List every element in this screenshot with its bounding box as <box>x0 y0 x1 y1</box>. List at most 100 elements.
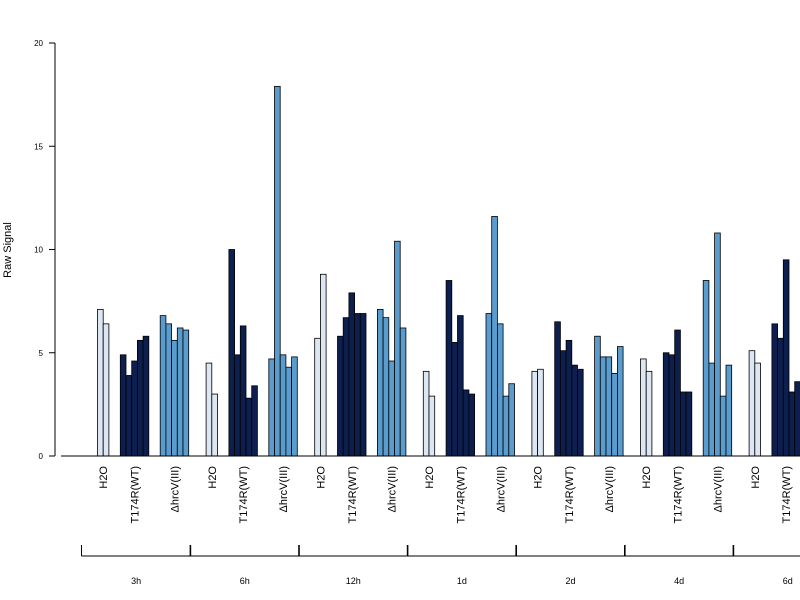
category-label: ΔhrcV(III) <box>278 466 290 512</box>
bar <box>354 313 361 457</box>
bar <box>680 391 687 457</box>
bar <box>205 362 213 457</box>
bar <box>171 339 178 457</box>
bar <box>605 356 613 457</box>
bar <box>788 391 796 457</box>
bar <box>645 370 653 457</box>
bar <box>102 323 110 457</box>
bar <box>685 391 693 457</box>
bar <box>342 317 350 457</box>
bar <box>674 329 681 457</box>
category-label: H2O <box>750 466 762 489</box>
category-label: H2O <box>533 466 545 489</box>
category-label: T174R(WT) <box>238 466 250 523</box>
group-label: 1d <box>457 576 467 586</box>
group-brackets: 3h 6h 12h 1d 2d 4d 6d <box>81 545 800 586</box>
bar <box>594 335 601 457</box>
category-label: T174R(WT) <box>564 466 576 523</box>
y-axis-title: Raw Signal <box>2 222 14 278</box>
bar <box>136 339 144 457</box>
bar <box>599 356 607 457</box>
bar <box>422 370 430 457</box>
bar <box>725 364 733 457</box>
bar <box>537 368 544 457</box>
bar <box>571 364 578 457</box>
bar <box>176 327 184 457</box>
bar <box>359 313 367 457</box>
bar <box>348 292 355 457</box>
category-label: H2O <box>641 466 653 489</box>
bar <box>159 315 167 457</box>
bar <box>376 308 384 457</box>
category-label: ΔhrcV(III) <box>169 466 181 512</box>
bar <box>491 216 498 457</box>
bar <box>285 366 292 457</box>
bar <box>131 360 138 457</box>
bar <box>640 358 647 457</box>
bar <box>445 280 453 457</box>
group-label: 12h <box>346 576 361 586</box>
bar <box>617 346 624 457</box>
bar <box>702 280 710 457</box>
bar <box>268 358 275 457</box>
category-label: H2O <box>315 466 327 489</box>
bar <box>245 397 253 457</box>
bar <box>319 273 327 457</box>
bar <box>748 350 756 457</box>
bar <box>777 337 784 457</box>
bar <box>531 370 539 457</box>
y-tick-label: 5 <box>39 349 44 358</box>
y-tick-label: 10 <box>34 246 43 255</box>
category-label: T174R(WT) <box>347 466 359 523</box>
bar <box>496 323 504 457</box>
bar <box>782 259 790 457</box>
category-label: T174R(WT) <box>455 466 467 523</box>
bar <box>794 381 800 457</box>
bar <box>388 360 395 457</box>
group-label: 2d <box>565 576 575 586</box>
bar <box>239 325 247 457</box>
category-label: T174R(WT) <box>130 466 142 523</box>
bar <box>719 395 727 457</box>
bar <box>182 329 190 457</box>
bar <box>274 85 281 457</box>
bar <box>211 393 218 457</box>
bar <box>291 356 298 457</box>
category-label: ΔhrcV(III) <box>604 466 616 512</box>
bar <box>142 335 150 457</box>
bar <box>165 323 172 457</box>
bar <box>119 354 127 457</box>
y-tick-label: 20 <box>34 39 43 48</box>
bar <box>565 339 573 457</box>
y-tick-label: 0 <box>39 452 44 461</box>
bar <box>234 354 241 457</box>
bar <box>399 327 407 457</box>
bar <box>382 317 390 457</box>
group-label: 3h <box>131 576 141 586</box>
bar <box>394 240 401 457</box>
group-label: 6d <box>783 576 793 586</box>
bar <box>754 362 761 457</box>
bar <box>577 368 584 457</box>
bar <box>708 362 716 457</box>
bar <box>508 383 515 457</box>
bar <box>771 323 779 457</box>
category-label: T174R(WT) <box>673 466 685 523</box>
y-axis: 0 5 10 15 20 <box>34 39 56 461</box>
bar <box>502 395 510 457</box>
category-label: T174R(WT) <box>781 466 793 523</box>
bar <box>662 352 670 457</box>
bar <box>279 354 287 457</box>
bar <box>462 389 470 457</box>
bar <box>251 385 258 457</box>
bar <box>485 313 493 457</box>
bar <box>228 249 235 457</box>
bar <box>97 308 104 457</box>
bar <box>611 372 618 457</box>
group-label: 4d <box>674 576 684 586</box>
y-tick-label: 15 <box>34 142 43 151</box>
bar <box>668 354 676 457</box>
group-label: 6h <box>240 576 250 586</box>
category-label: H2O <box>98 466 110 489</box>
